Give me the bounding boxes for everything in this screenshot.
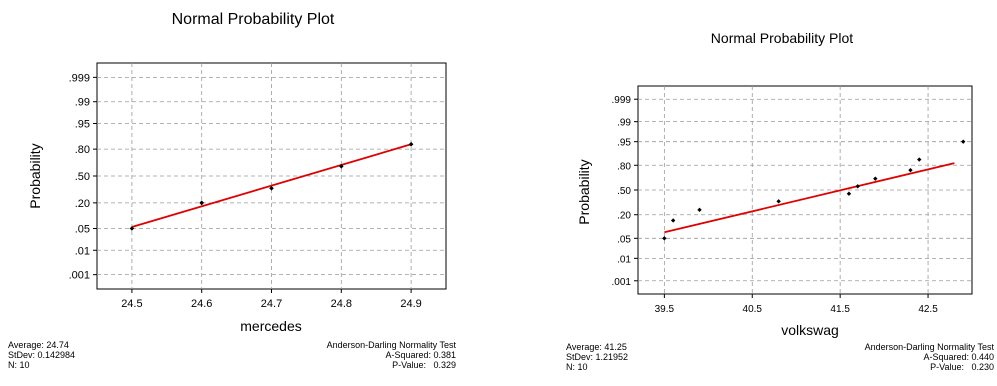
stat-stdev: StDev: 1.21952	[566, 352, 628, 362]
x-tick-label: 39.5	[655, 304, 675, 315]
y-tick-label: .999	[69, 72, 90, 84]
y-tick-label: .001	[69, 270, 90, 282]
y-tick-label: .95	[617, 138, 631, 149]
data-point	[846, 191, 852, 196]
y-tick-label: .80	[617, 161, 631, 172]
grid-lines	[97, 63, 446, 289]
stat-stdev: StDev: 0.142984	[8, 350, 75, 360]
x-tick-label: 42.5	[918, 304, 938, 315]
x-tick-label: 24.8	[331, 298, 352, 310]
data-point	[697, 207, 702, 213]
fit-line	[664, 162, 955, 234]
x-tick-label: 24.6	[191, 298, 212, 310]
y-tick-label: .01	[617, 254, 631, 265]
y-tick-label: .99	[617, 118, 631, 129]
x-tick-label: 24.5	[121, 298, 142, 310]
test-a-squared: A-Squared: 0.381	[385, 350, 456, 360]
data-point	[917, 157, 922, 162]
y-tick-label: .05	[75, 224, 90, 236]
data-point	[339, 164, 344, 169]
x-tick-label: 40.5	[743, 304, 763, 315]
data-point	[776, 199, 781, 204]
y-axis-label: Probability	[576, 159, 592, 224]
data-point	[873, 176, 878, 181]
x-tick-labels: 24.5 24.6 24.7 24.8 24.9	[121, 289, 422, 310]
stat-average: Average: 24.74	[8, 340, 69, 350]
y-axis-label: Probability	[27, 143, 43, 208]
stat-n: N: 10	[566, 362, 588, 372]
plot-right: Normal Probability Plot .001 .01 .05 .20 .50…	[566, 30, 994, 372]
y-tick-label: .999	[612, 95, 632, 106]
y-tick-label: .05	[617, 234, 631, 245]
x-axis-label: volkswag	[781, 322, 839, 338]
data-point	[908, 167, 913, 173]
stat-n: N: 10	[8, 360, 30, 370]
chart-title: Normal Probability Plot	[172, 11, 335, 28]
stat-average: Average: 41.25	[566, 342, 627, 352]
y-tick-label: .99	[75, 97, 90, 109]
x-axis-label: mercedes	[240, 318, 301, 334]
test-a-squared: A-Squared: 0.440	[923, 352, 994, 362]
y-tick-label: .80	[75, 144, 90, 156]
data-points	[129, 142, 414, 231]
data-point	[199, 200, 204, 206]
x-tick-label: 24.9	[400, 298, 421, 310]
data-point	[129, 226, 135, 231]
y-tick-label: .20	[75, 198, 90, 210]
x-tick-label: 41.5	[830, 304, 850, 315]
y-tick-label: .95	[75, 118, 90, 130]
data-points	[662, 139, 966, 241]
y-tick-labels: .001 .01 .05 .20 .50 .80 .95 .99 .999	[69, 72, 97, 282]
test-name: Anderson-Darling Normality Test	[327, 340, 457, 350]
chart-title: Normal Probability Plot	[711, 30, 853, 46]
y-tick-label: .001	[612, 277, 632, 288]
y-tick-label: .50	[75, 171, 90, 183]
plot-left: Normal Probability Plot .001 .01 .05 .20 .50…	[8, 11, 456, 370]
test-name: Anderson-Darling Normality Test	[865, 342, 995, 352]
y-tick-labels: .001 .01 .05 .20 .50 .80 .95 .99 .999	[612, 95, 638, 288]
x-tick-labels: 39.5 40.5 41.5 42.5	[655, 294, 938, 315]
data-point	[662, 236, 667, 241]
fit-line	[131, 143, 412, 228]
y-tick-label: .20	[617, 211, 631, 222]
data-point	[269, 186, 274, 191]
grid-lines	[638, 86, 972, 294]
x-tick-label: 24.7	[261, 298, 282, 310]
y-tick-label: .01	[75, 245, 90, 257]
data-point	[855, 184, 860, 189]
fit-line-group	[131, 143, 412, 228]
data-point	[408, 142, 414, 147]
test-p-value: P-Value: 0.230	[930, 362, 994, 372]
data-point	[961, 139, 966, 144]
data-point	[670, 218, 676, 223]
test-p-value: P-Value: 0.329	[392, 360, 456, 370]
fit-line-group	[664, 162, 955, 234]
y-tick-label: .50	[617, 186, 631, 197]
